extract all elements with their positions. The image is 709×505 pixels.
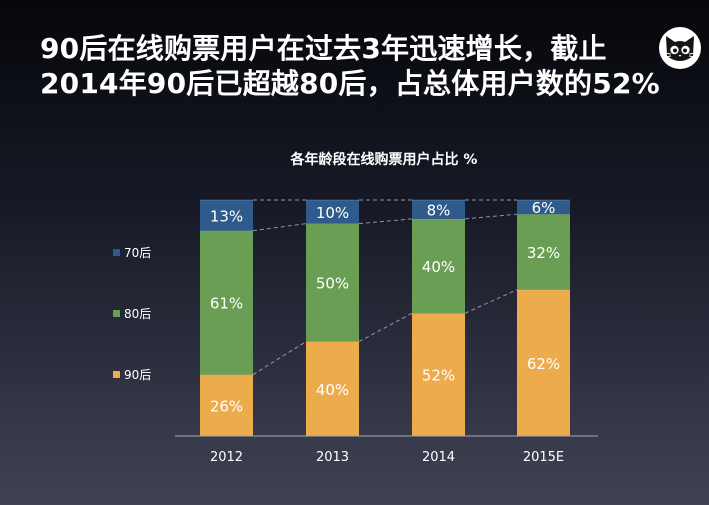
x-tick-labels: 2012 2013 2014 2015E [210, 450, 564, 465]
data-label-70s-2012: 13% [210, 207, 243, 225]
data-label-90s-2015E: 62% [527, 355, 560, 373]
data-label-70s-2014: 8% [427, 201, 451, 219]
data-labels-group: 26% 61% 13% 40% 50% 10% 52% 40% 8% 62% 32% 6% [210, 199, 560, 415]
connector-line [464, 213, 518, 220]
bar-90s-2013 [306, 341, 359, 436]
bar-70s-2014 [412, 200, 465, 219]
data-label-90s-2014: 52% [422, 367, 455, 385]
slide-title-line-2: 2014年90后已超越80后，占总体用户数的52% [40, 67, 660, 100]
legend: 70后 80后 90后 [113, 246, 151, 382]
data-label-90s-2013: 40% [316, 381, 349, 399]
bars-group [200, 199, 570, 436]
slide-title-line-1: 90后在线购票用户在过去3年迅速增长，截止 [40, 32, 607, 65]
slide-title: 90后在线购票用户在过去3年迅速增长，截止 2014年90后已超越80后，占总体… [40, 31, 660, 101]
connector-line [358, 218, 413, 225]
data-label-80s-2015E: 32% [527, 244, 560, 262]
bar-90s-2015E [517, 289, 570, 436]
data-label-80s-2013: 50% [316, 275, 349, 293]
connector-line [252, 341, 307, 376]
bar-70s-2013 [306, 200, 359, 224]
bar-70s-2012 [200, 200, 253, 231]
x-tick-label-2014: 2014 [422, 450, 455, 465]
data-label-70s-2015E: 6% [532, 199, 556, 217]
connector-line [464, 289, 518, 314]
legend-swatch-80s [113, 310, 120, 317]
legend-label-80s: 80后 [124, 307, 151, 321]
bar-90s-2012 [200, 374, 253, 436]
connector-line [358, 312, 413, 343]
bar-80s-2012 [200, 230, 253, 375]
connector-lines [252, 199, 518, 376]
connector-line [252, 223, 307, 232]
x-tick-label-2015E: 2015E [523, 450, 564, 465]
x-tick-label-2012: 2012 [210, 450, 243, 465]
bar-80s-2015E [517, 214, 570, 290]
legend-swatch-70s [113, 249, 120, 256]
data-label-80s-2014: 40% [422, 258, 455, 276]
cat-face-icon [659, 27, 701, 69]
legend-label-90s: 90后 [124, 368, 151, 382]
data-label-80s-2012: 61% [210, 295, 243, 313]
data-label-70s-2013: 10% [316, 204, 349, 222]
legend-swatch-90s [113, 371, 120, 378]
legend-label-70s: 70后 [124, 246, 151, 260]
data-label-90s-2012: 26% [210, 397, 243, 415]
bar-70s-2015E [517, 200, 570, 215]
bar-90s-2014 [412, 313, 465, 436]
bar-80s-2014 [412, 218, 465, 314]
chart-title: 各年龄段在线购票用户占比 % [290, 151, 478, 168]
x-tick-label-2013: 2013 [316, 450, 349, 465]
bar-80s-2013 [306, 223, 359, 342]
